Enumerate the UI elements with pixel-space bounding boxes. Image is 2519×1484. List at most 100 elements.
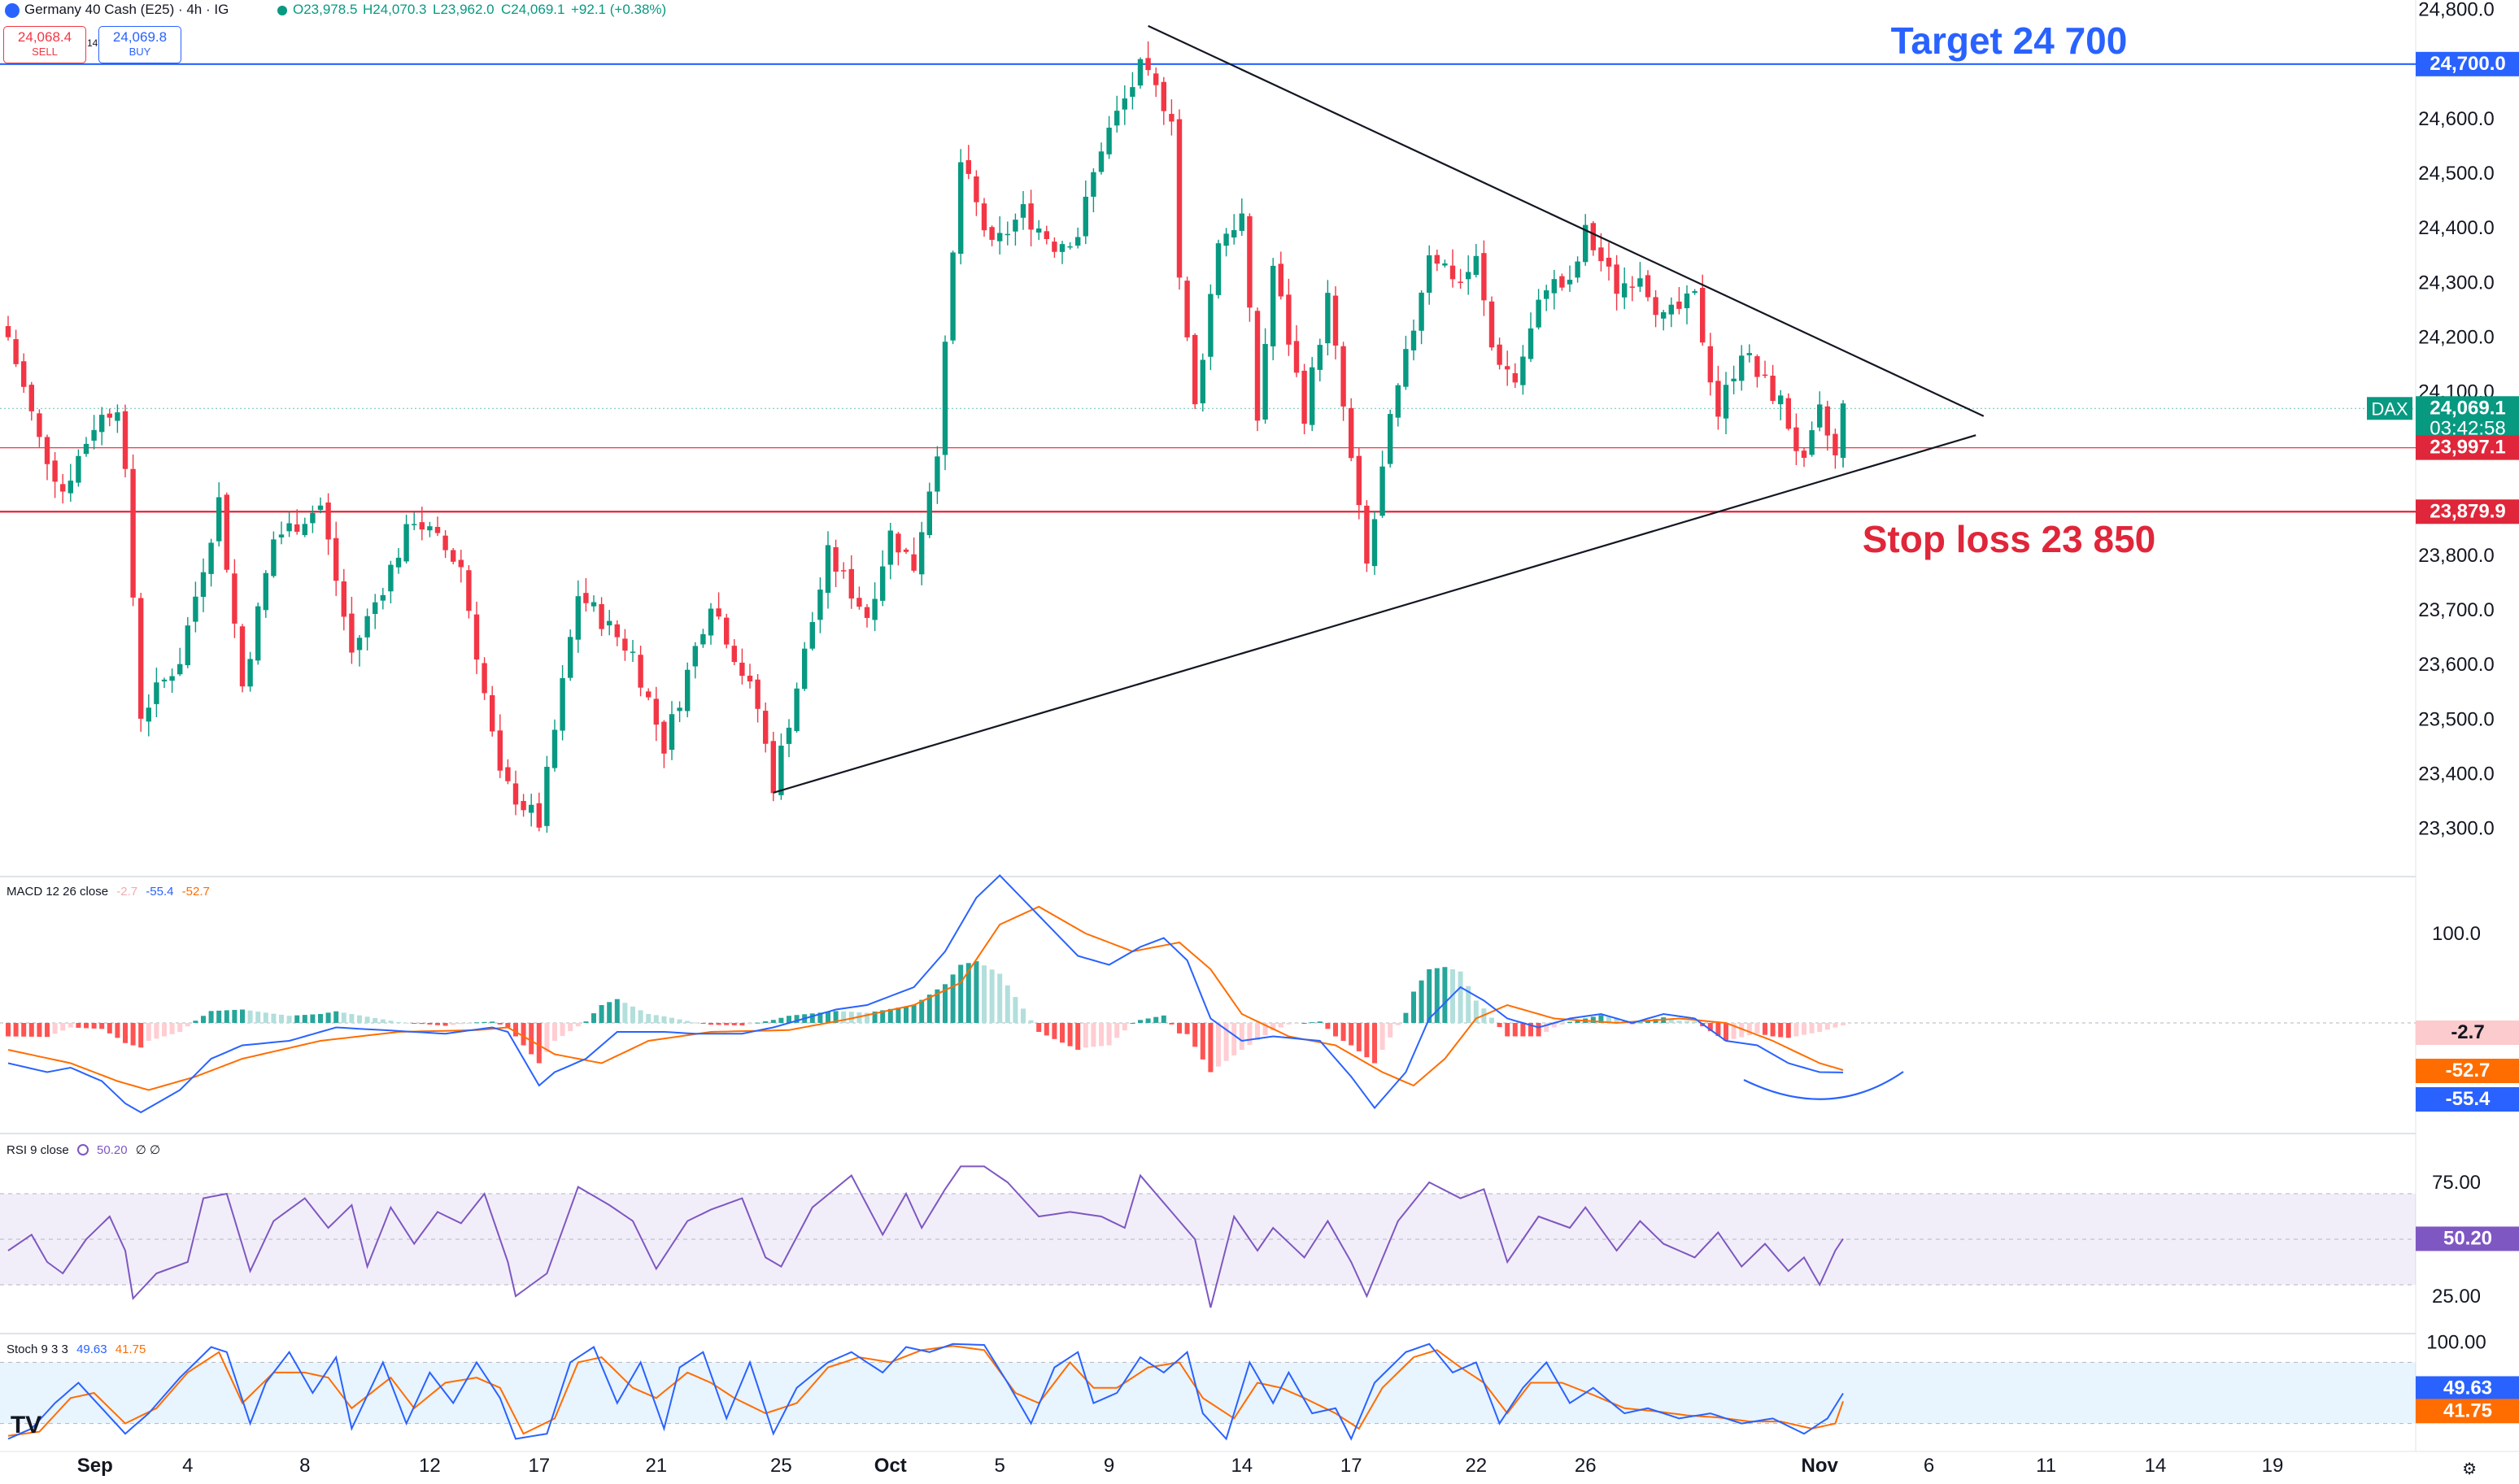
rsi-settings-icon[interactable] (76, 1144, 89, 1155)
macd-histogram-bar (505, 1023, 511, 1028)
candle-body (497, 730, 503, 771)
macd-histogram-bar (965, 963, 971, 1023)
candle-body (1715, 381, 1721, 417)
price-tick-label: 23,700.0 (2418, 599, 2494, 621)
candle-body (1505, 366, 1510, 370)
macd-histogram-bar (997, 973, 1003, 1023)
candle-body (1520, 356, 1526, 385)
stoch-tick-label: 100.00 (2426, 1331, 2486, 1353)
macd-histogram-bar (1567, 1021, 1572, 1023)
stoploss-price-tag-bg (2416, 499, 2519, 524)
macd-histogram-bar (943, 984, 948, 1023)
candle-body (1122, 98, 1127, 110)
candle-body (333, 537, 339, 581)
candle-body (1833, 433, 1838, 455)
candle-body (21, 361, 27, 387)
candle-body (482, 663, 487, 694)
candle-body (356, 638, 363, 651)
candle-body (1028, 203, 1034, 230)
macd-histogram-bar (1325, 1023, 1331, 1029)
macd-histogram-bar (865, 1012, 869, 1023)
price-tick-label: 23,400.0 (2418, 763, 2494, 785)
candle-body (1325, 293, 1331, 344)
macd-histogram-bar (1590, 1016, 1596, 1023)
macd-histogram-bar (1200, 1023, 1205, 1060)
macd-histogram-bar (1403, 1012, 1409, 1023)
rsi-tick-label: 75.00 (2432, 1172, 2481, 1194)
macd-legend[interactable]: MACD 12 26 close -2.7 -55.4 -52.7 (7, 885, 210, 899)
sell-button[interactable]: 24,068.4 SELL (3, 26, 86, 63)
price-tick-label: 23,500.0 (2418, 708, 2494, 730)
buy-button[interactable]: 24,069.8 BUY (98, 26, 181, 63)
macd-histogram-bar (1536, 1023, 1541, 1037)
macd-histogram-bar (373, 1017, 378, 1023)
macd-histogram-bar (325, 1012, 331, 1023)
candle-body (1215, 243, 1222, 295)
candle-body (856, 598, 862, 607)
target-annotation: Target 24 700 (1891, 20, 2128, 62)
candle-body (1458, 281, 1463, 283)
macd-line-tag-text: -55.4 (2446, 1088, 2491, 1110)
candle-body (544, 767, 550, 826)
settings-gear-icon[interactable]: ⚙ (2462, 1460, 2477, 1478)
candle-body (896, 533, 901, 553)
macd-histogram-bar (848, 1012, 854, 1023)
candle-body (52, 460, 58, 482)
candle-body (638, 655, 643, 688)
stoch-d-tag-text: 41.75 (2443, 1399, 2492, 1421)
candle-body (880, 566, 886, 601)
candle-body (919, 532, 925, 575)
candle-body (724, 617, 730, 645)
candle-body (1231, 230, 1237, 238)
candle-body (599, 603, 604, 629)
candle-body (1036, 228, 1042, 233)
candle-body (646, 691, 652, 698)
macd-signal-line (7, 905, 1844, 1091)
macd-histogram-bar (1824, 1023, 1830, 1030)
macd-histogram-bar (1754, 1023, 1760, 1034)
macd-histogram-bar (1083, 1023, 1088, 1048)
macd-histogram-bar (1724, 1023, 1728, 1041)
symbol-title[interactable]: Germany 40 Cash (E25) · 4h · IG (24, 2, 229, 17)
candle-body (965, 159, 971, 174)
time-tick-label: 12 (419, 1455, 441, 1477)
candle-body (1419, 292, 1424, 331)
macd-histogram-bar (169, 1023, 175, 1034)
macd-histogram-bar (607, 1002, 612, 1023)
candle-body (310, 512, 316, 524)
macd-signal-tag-text: -52.7 (2446, 1060, 2491, 1081)
rsi-legend[interactable]: RSI 9 close 50.20 ∅ ∅ (7, 1142, 160, 1157)
current-price-tag-text: 24,069.1 (2430, 397, 2505, 419)
macd-histogram-bar (388, 1021, 394, 1023)
candle-body (1442, 263, 1448, 266)
candle-body (28, 385, 34, 411)
macd-histogram-bar (1301, 1023, 1307, 1024)
macd-histogram-bar (466, 1023, 472, 1024)
time-tick-label: 6 (1924, 1455, 1934, 1477)
candle-body (146, 707, 151, 722)
candle-body (1153, 73, 1159, 85)
candle-body (169, 676, 175, 681)
candle-body (997, 233, 1003, 242)
candle-body (1262, 344, 1268, 420)
macd-histogram-bar (1520, 1023, 1526, 1037)
candle-body (1700, 287, 1706, 343)
rsi-tick-label: 25.00 (2432, 1286, 2481, 1308)
candle-body (692, 646, 698, 667)
macd-histogram-bar (6, 1023, 11, 1037)
macd-histogram-bar (302, 1015, 307, 1023)
candle-body (747, 675, 753, 681)
rsi-band (0, 1194, 2416, 1285)
time-tick-label: 17 (1340, 1455, 1362, 1477)
macd-histogram-bar (552, 1023, 557, 1041)
time-tick-label: 14 (2145, 1455, 2167, 1477)
candle-body (1723, 385, 1729, 419)
macd-histogram-bar (1614, 1018, 1619, 1023)
macd-histogram-bar (778, 1017, 784, 1023)
macd-histogram-bar (185, 1023, 190, 1027)
stoch-legend[interactable]: Stoch 9 3 3 49.63 41.75 (7, 1343, 146, 1356)
time-tick-label: 8 (299, 1455, 310, 1477)
candle-body (1481, 253, 1487, 301)
candle-body (809, 621, 815, 649)
